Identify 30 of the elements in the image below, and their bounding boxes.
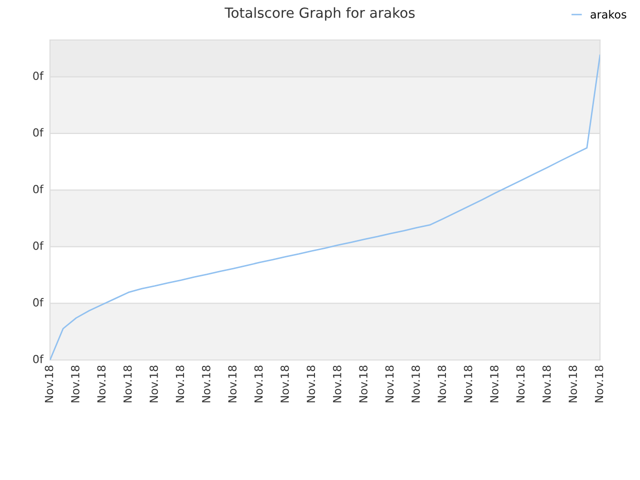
chart-title: Totalscore Graph for arakos xyxy=(224,7,415,21)
x-tick-label: Nov.18 xyxy=(306,366,316,402)
x-tick-label: Nov.18 xyxy=(71,366,80,402)
text: 0f xyxy=(33,298,44,307)
x-tick-label: Nov.18 xyxy=(123,366,132,402)
x-tick-label: Nov.18 xyxy=(542,366,551,402)
x-tick-label: Nov.18 xyxy=(568,366,578,402)
x-tick-label: Nov.18 xyxy=(150,366,158,402)
text: 0f xyxy=(33,128,44,137)
x-tick-label: Nov.18 xyxy=(516,366,525,402)
x-tick-label: Nov.18 xyxy=(411,366,420,402)
x-tick-label: Nov.18 xyxy=(280,366,289,402)
text: 0f xyxy=(33,354,44,364)
x-tick-label: Nov.18 xyxy=(332,366,342,402)
text: 0f xyxy=(33,241,44,250)
x-tick-label: Nov.18 xyxy=(464,366,472,402)
text: 0f xyxy=(33,184,44,194)
x-tick-label: Nov.18 xyxy=(176,366,184,402)
x-tick-label: Nov.18 xyxy=(202,366,210,402)
x-tick-label: Nov.18 xyxy=(228,366,237,402)
x-tick-label: Nov.18 xyxy=(359,366,368,402)
x-tick-label: Nov.18 xyxy=(254,366,263,402)
x-tick-label: Nov.18 xyxy=(438,366,446,402)
x-tick-label: Nov.18 xyxy=(44,366,54,402)
x-tick-label: Nov.18 xyxy=(385,366,394,402)
text: 0f xyxy=(33,71,44,80)
legend-label: arakos xyxy=(590,10,626,19)
x-tick-label: Nov.18 xyxy=(594,366,604,402)
x-tick-label: Nov.18 xyxy=(490,366,498,402)
x-tick-label: Nov.18 xyxy=(97,366,106,402)
